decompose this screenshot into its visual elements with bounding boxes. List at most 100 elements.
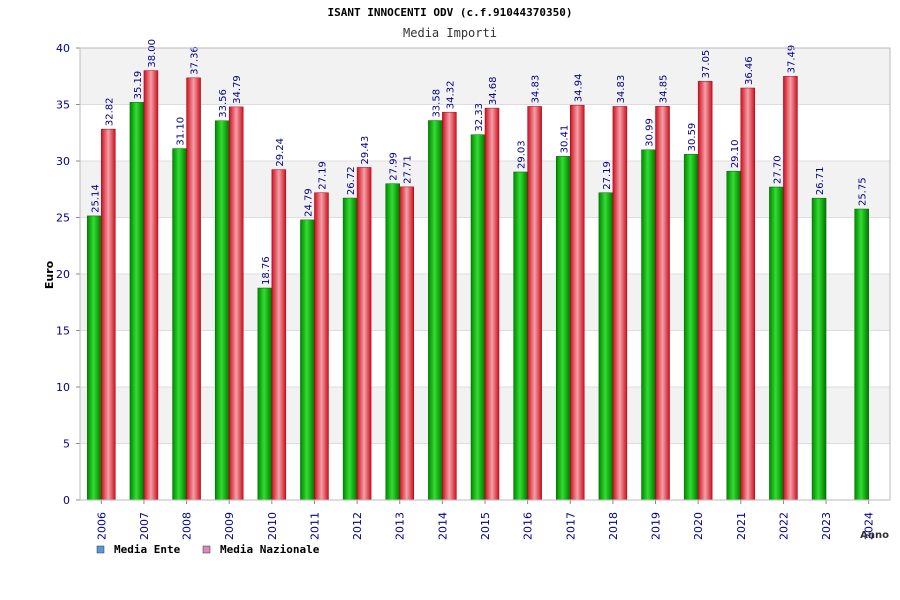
y-tick-label: 0	[63, 494, 70, 507]
y-tick-label: 35	[56, 99, 70, 112]
data-label-media-nazionale-2019: 34.85	[659, 75, 670, 104]
data-label-media-ente-2013: 27.99	[389, 152, 400, 181]
data-label-media-ente-2012: 26.72	[346, 166, 357, 195]
data-label-media-ente-2011: 24.79	[303, 188, 314, 217]
bar-media-ente-2011	[300, 219, 315, 501]
x-tick-label-2007: 2007	[138, 512, 151, 540]
legend: Media Ente Media Nazionale	[96, 543, 320, 556]
data-label-media-nazionale-2013: 27.71	[403, 155, 414, 184]
bar-media-ente-2020	[683, 154, 699, 501]
bar-media-ente-2018	[598, 192, 614, 501]
bar-media-ente-2010	[257, 287, 273, 501]
bar-media-nazionale-2021	[740, 87, 756, 501]
x-tick-label-2018: 2018	[607, 512, 620, 540]
bar-media-ente-2014	[428, 120, 443, 501]
data-label-media-nazionale-2011: 27.19	[317, 161, 328, 190]
bar-media-nazionale-2015	[484, 107, 500, 501]
bar-media-ente-2009	[214, 120, 230, 501]
data-label-media-ente-2024: 25.75	[858, 177, 869, 206]
x-tick-label-2022: 2022	[777, 512, 790, 540]
bar-media-ente-2007	[129, 102, 145, 501]
data-label-media-ente-2007: 35.19	[133, 71, 144, 100]
data-label-media-nazionale-2018: 34.83	[616, 75, 627, 104]
data-label-media-nazionale-2008: 37.36	[190, 46, 201, 75]
y-tick-label: 10	[56, 381, 70, 394]
y-tick-label: 20	[56, 268, 70, 281]
data-label-media-ente-2015: 32.33	[474, 103, 485, 132]
y-tick-label: 5	[63, 438, 70, 451]
x-tick-label-2023: 2023	[820, 512, 833, 540]
y-axis-ticks: 0 5 10 15 20 25 30 35 40	[56, 42, 80, 507]
data-label-media-nazionale-2022: 37.49	[786, 45, 797, 74]
y-tick-label: 30	[56, 155, 70, 168]
grid-band	[80, 48, 890, 105]
data-label-media-ente-2021: 29.10	[730, 140, 741, 169]
x-tick-label-2020: 2020	[692, 512, 705, 540]
bar-media-ente-2023	[811, 197, 827, 501]
plot-frame	[79, 47, 891, 501]
x-tick-label-2019: 2019	[650, 512, 663, 540]
x-tick-label-2017: 2017	[564, 512, 577, 540]
bar-media-nazionale-2006	[101, 128, 116, 501]
x-tick-label-2009: 2009	[223, 512, 236, 540]
data-label-media-ente-2009: 33.56	[218, 89, 229, 118]
x-tick-label-2011: 2011	[308, 512, 321, 540]
bar-media-nazionale-2019	[655, 105, 670, 501]
bar-media-ente-2019	[641, 149, 656, 501]
data-label-media-ente-2014: 33.58	[431, 89, 442, 118]
bar-media-ente-2015	[470, 134, 486, 501]
x-tick-label-2024: 2024	[863, 512, 876, 540]
bar-media-ente-2013	[385, 183, 400, 501]
bar-media-ente-2017	[556, 156, 571, 501]
data-label-media-ente-2017: 30.41	[559, 125, 570, 154]
data-label-media-ente-2016: 29.03	[517, 140, 528, 169]
bar-media-nazionale-2007	[143, 70, 159, 501]
bar-media-ente-2021	[726, 170, 742, 501]
x-tick-label-2016: 2016	[522, 512, 535, 540]
data-label-media-nazionale-2009: 34.79	[232, 75, 243, 104]
bar-media-nazionale-2012	[356, 167, 372, 501]
x-tick-label-2015: 2015	[479, 512, 492, 540]
data-label-media-nazionale-2014: 34.32	[445, 81, 456, 110]
x-tick-label-2008: 2008	[181, 512, 194, 540]
y-tick-label: 15	[56, 325, 70, 338]
data-label-media-nazionale-2010: 29.24	[275, 138, 286, 167]
x-tick-label-2006: 2006	[95, 512, 108, 540]
bar-media-nazionale-2009	[228, 106, 244, 501]
bar-media-ente-2016	[513, 171, 528, 501]
bar-media-nazionale-2022	[783, 76, 798, 501]
data-label-media-nazionale-2006: 32.82	[104, 97, 115, 126]
data-label-media-nazionale-2021: 36.46	[744, 56, 755, 85]
bar-media-ente-2022	[769, 186, 784, 501]
data-label-media-nazionale-2016: 34.83	[531, 75, 542, 104]
bar-media-ente-2006	[87, 215, 102, 501]
bar-media-ente-2024	[854, 208, 869, 501]
data-label-media-nazionale-2007: 38.00	[147, 39, 158, 68]
legend-label-media-ente: Media Ente	[114, 543, 181, 556]
data-label-media-ente-2008: 31.10	[176, 117, 187, 146]
y-tick-label: 40	[56, 42, 70, 55]
x-tick-label-2021: 2021	[735, 512, 748, 540]
x-tick-label-2012: 2012	[351, 512, 364, 540]
x-axis-ticks: 2006 2007 2008 2009 2010 2011 2012 2013 2014 2015…	[95, 500, 876, 540]
bar-media-ente-2008	[172, 148, 187, 501]
chart-subtitle: Media Importi	[403, 26, 497, 40]
bar-media-nazionale-2016	[527, 106, 542, 501]
y-axis-label: Euro	[43, 260, 56, 289]
data-label-media-ente-2019: 30.99	[645, 118, 656, 147]
bar-media-nazionale-2008	[186, 77, 201, 501]
data-label-media-ente-2022: 27.70	[772, 155, 783, 184]
data-label-media-ente-2020: 30.59	[687, 123, 698, 152]
legend-swatch-media-ente	[96, 545, 105, 554]
bar-media-nazionale-2011	[314, 192, 329, 501]
bar-media-nazionale-2010	[271, 169, 287, 501]
y-tick-label: 25	[56, 212, 70, 225]
bar-media-nazionale-2020	[697, 81, 713, 501]
bar-media-nazionale-2017	[570, 104, 585, 501]
data-label-media-ente-2018: 27.19	[602, 161, 613, 190]
data-label-media-nazionale-2012: 29.43	[360, 136, 371, 165]
bar-media-ente-2012	[342, 197, 358, 501]
legend-swatch-media-nazionale	[202, 545, 211, 554]
